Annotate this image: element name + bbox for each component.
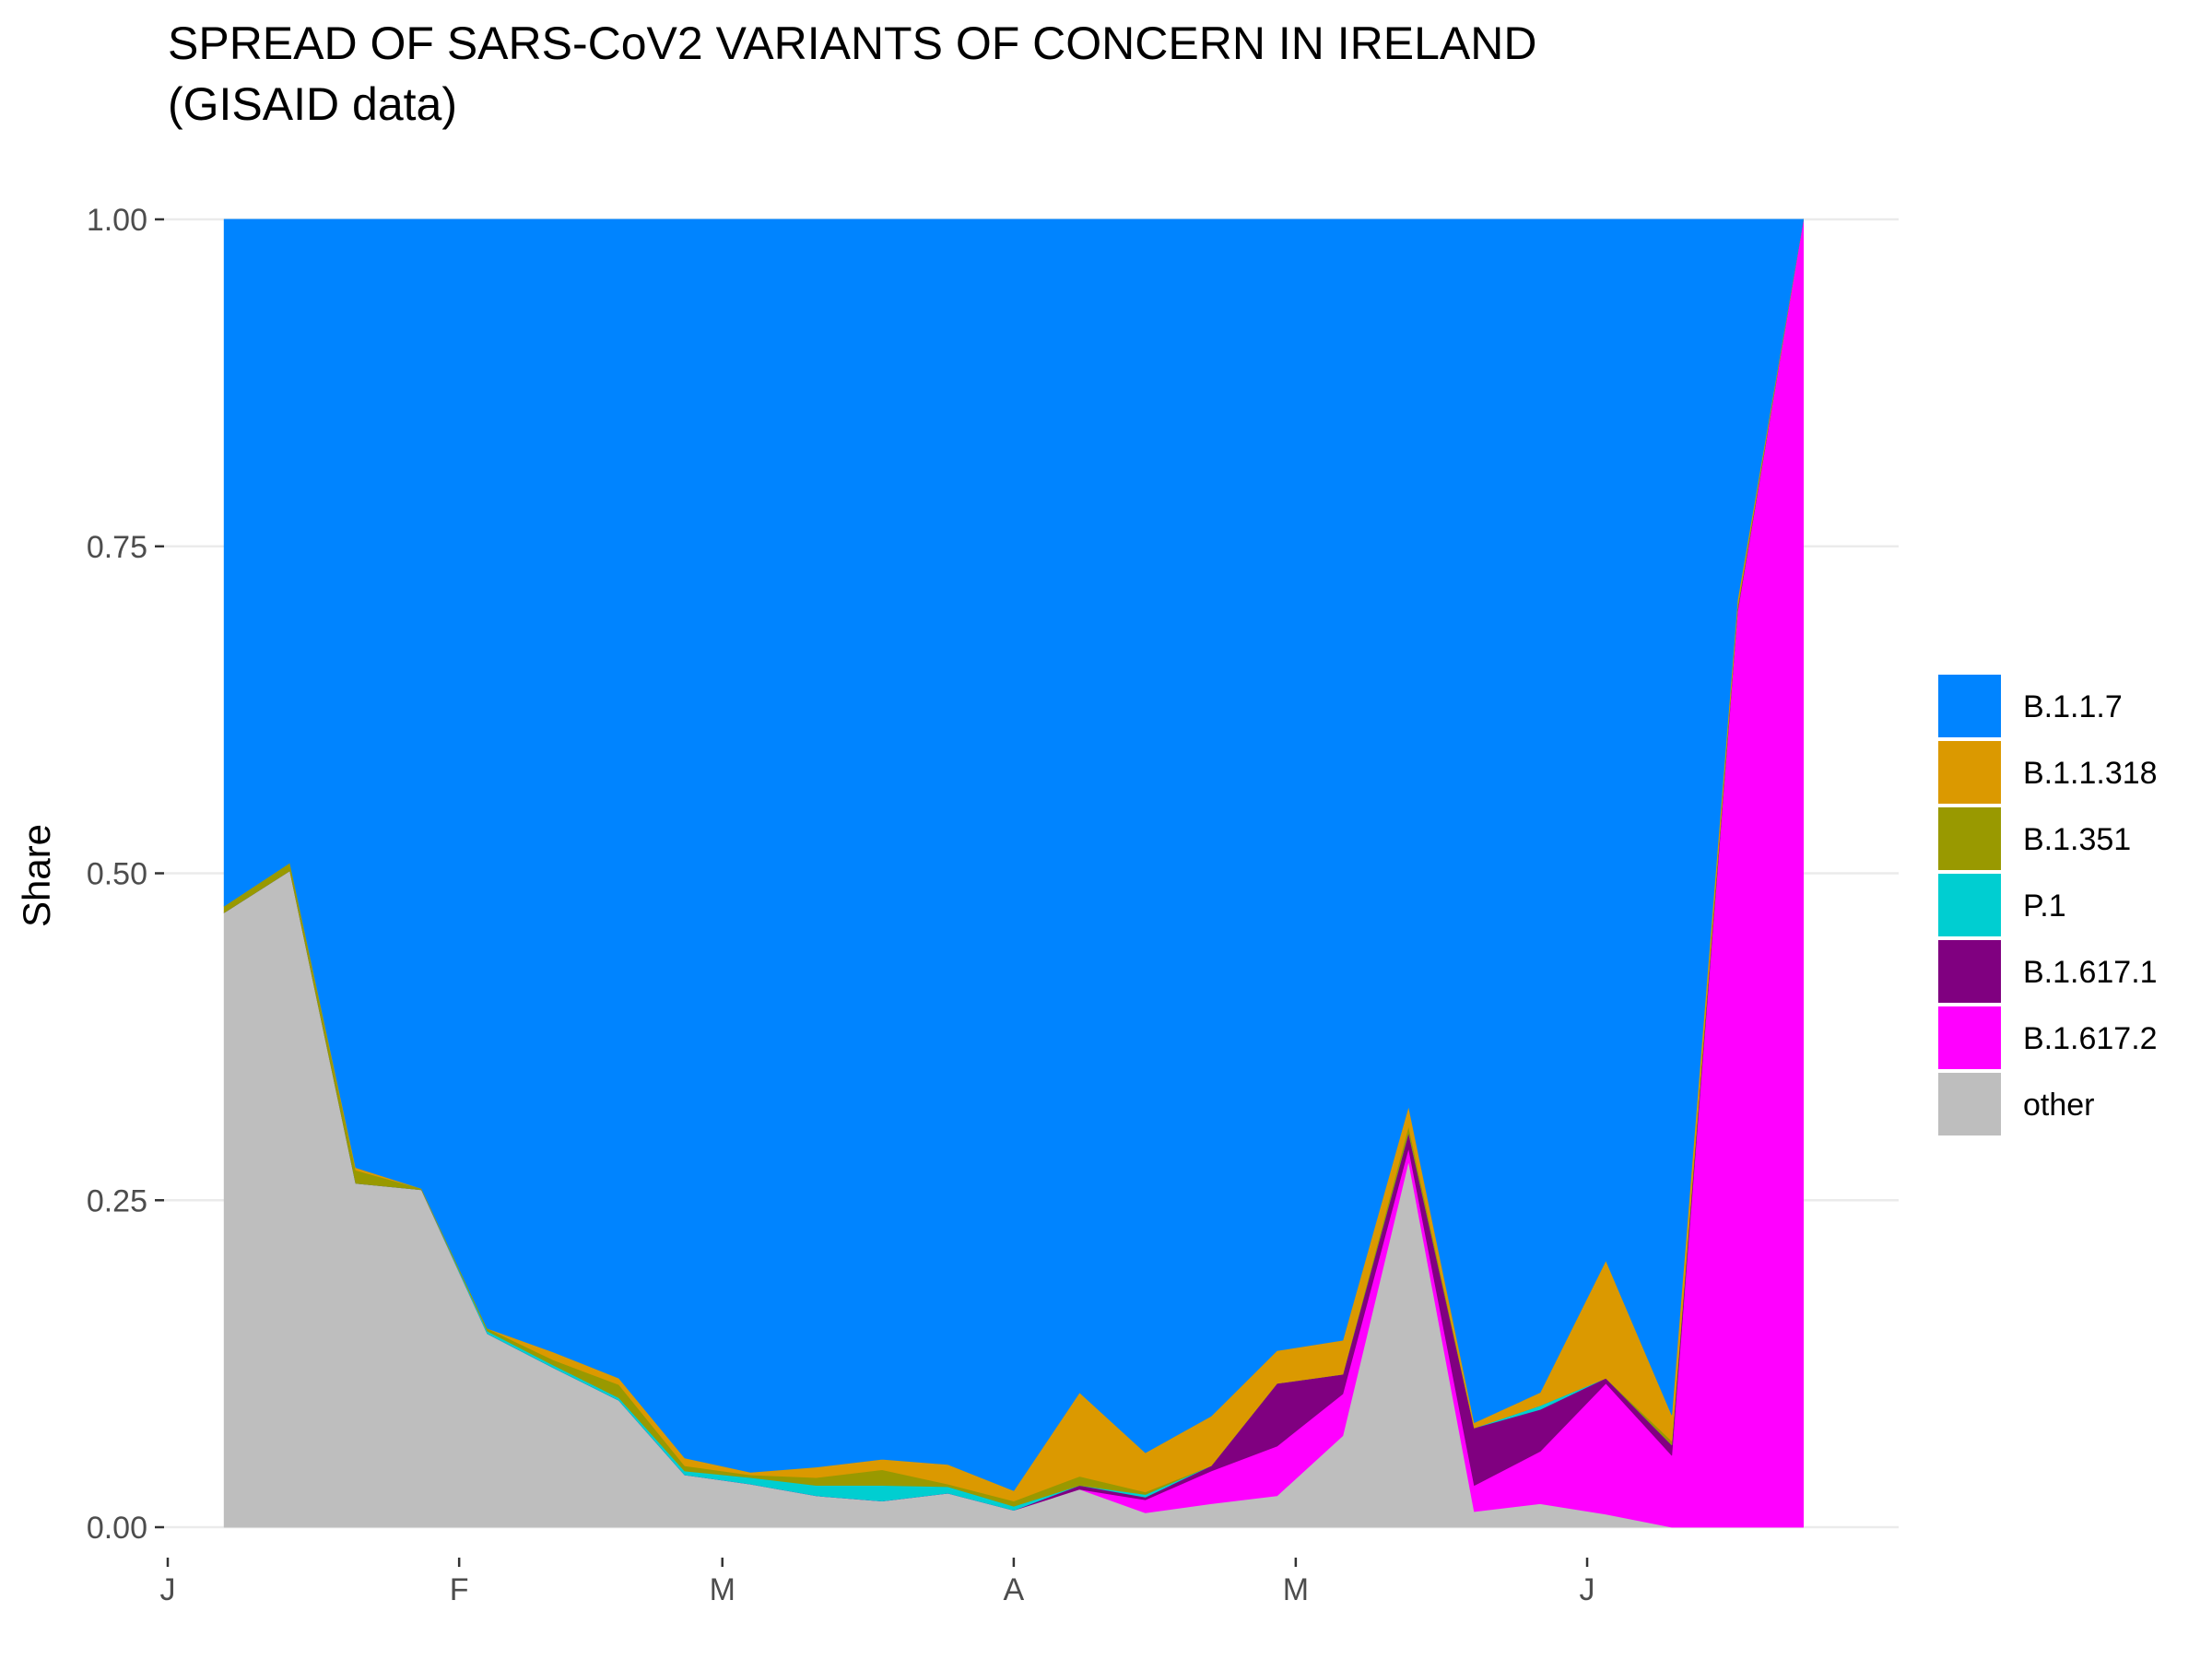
legend-key-b-1-617-1 bbox=[1938, 940, 2001, 1003]
chart-title-line-2: (GISAID data) bbox=[168, 78, 457, 130]
legend-label-b-1-617-1: B.1.617.1 bbox=[2023, 955, 2158, 990]
x-tick-label-5: J bbox=[1580, 1572, 1595, 1607]
y-tick-label-2: 0.50 bbox=[87, 857, 147, 892]
legend-label-b-1-1-318: B.1.1.318 bbox=[2023, 756, 2158, 791]
y-tick-label-4: 1.00 bbox=[87, 203, 147, 238]
x-tick-label-4: M bbox=[1283, 1572, 1309, 1607]
legend: B.1.1.7 B.1.1.318 B.1.351 P.1 B.1.617.1 B.1.6… bbox=[1938, 675, 2158, 1135]
stacked-areas bbox=[223, 218, 1804, 1528]
x-tick-label-2: M bbox=[710, 1572, 735, 1607]
y-axis-title: Share bbox=[15, 824, 58, 927]
legend-key-b-1-351 bbox=[1938, 807, 2001, 870]
legend-label-other: other bbox=[2023, 1088, 2095, 1123]
x-tick-label-0: J bbox=[160, 1572, 176, 1607]
legend-key-b-1-617-2 bbox=[1938, 1006, 2001, 1069]
area-b-1-1-7 bbox=[223, 218, 1804, 1491]
legend-key-b-1-1-7 bbox=[1938, 675, 2001, 737]
legend-key-other bbox=[1938, 1073, 2001, 1135]
legend-label-b-1-351: B.1.351 bbox=[2023, 822, 2131, 857]
legend-label-p-1: P.1 bbox=[2023, 888, 2066, 924]
y-tick-label-3: 0.75 bbox=[87, 530, 147, 565]
x-tick-label-1: F bbox=[450, 1572, 469, 1607]
legend-label-b-1-1-7: B.1.1.7 bbox=[2023, 689, 2123, 724]
legend-key-b-1-1-318 bbox=[1938, 741, 2001, 804]
chart-title-line-1: SPREAD OF SARS-CoV2 VARIANTS OF CONCERN … bbox=[168, 18, 1536, 69]
y-tick-label-1: 0.25 bbox=[87, 1183, 147, 1218]
legend-key-p-1 bbox=[1938, 874, 2001, 936]
legend-label-b-1-617-2: B.1.617.2 bbox=[2023, 1021, 2158, 1056]
x-tick-label-3: A bbox=[1004, 1572, 1025, 1607]
y-axis: 0.00 0.25 0.50 0.75 1.00 bbox=[87, 203, 164, 1546]
y-tick-label-0: 0.00 bbox=[87, 1511, 147, 1546]
